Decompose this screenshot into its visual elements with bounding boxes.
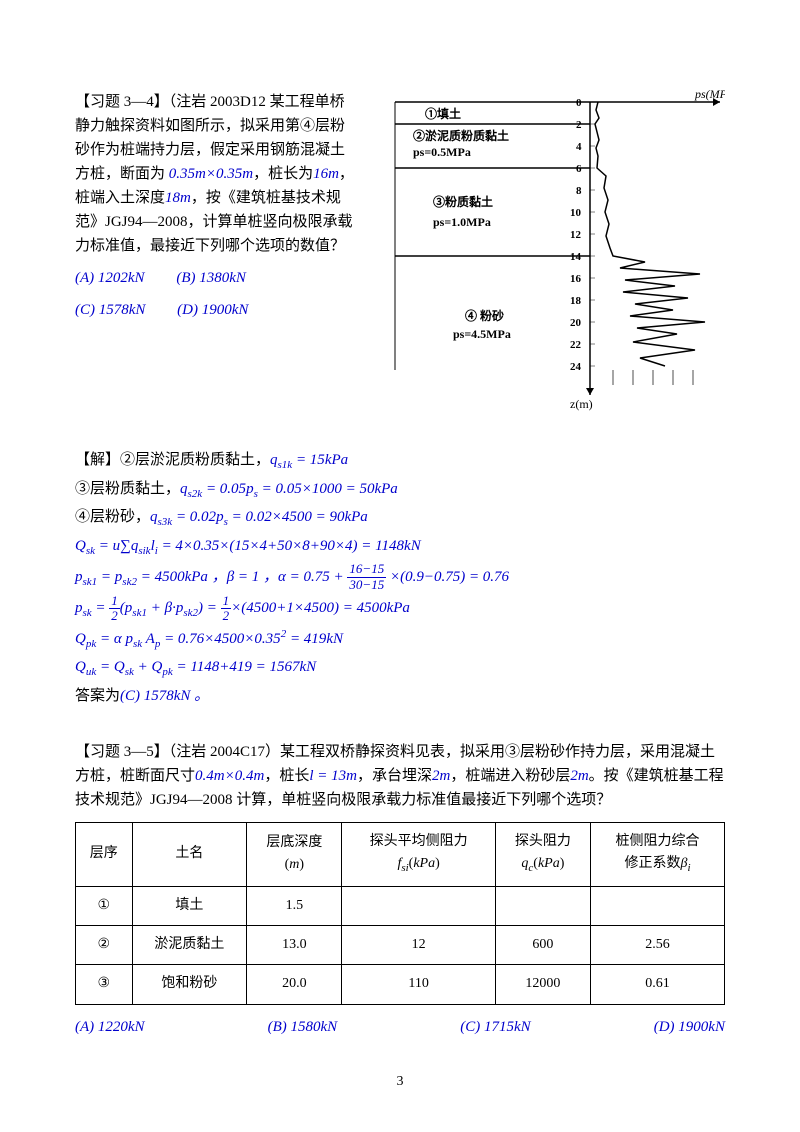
soil-diagram-svg: ps(MPa) z(m) 0 2 4 6 8 10 12 14 16 18 20: [365, 90, 725, 420]
opt-b: (B) 1380kN: [176, 270, 246, 286]
svg-text:16: 16: [570, 273, 582, 285]
svg-text:②淤泥质粉质黏土: ②淤泥质粉质黏土: [413, 128, 509, 143]
diagram: ps(MPa) z(m) 0 2 4 6 8 10 12 14 16 18 20: [365, 90, 725, 420]
solution-3-4: 【解】②层淤泥质粉质黏土，qs1k = 15kPa ③层粉质黏土，qs2k = …: [75, 448, 725, 708]
problem-text: 【习题 3—4】（注岩 2003D12 某工程单桥静力触探资料如图所示，拟采用第…: [75, 90, 355, 420]
svg-text:ps(MPa): ps(MPa): [694, 90, 725, 101]
svg-text:4: 4: [576, 141, 582, 153]
p35-len: l = 13m: [309, 768, 357, 784]
problem-3-4: 【习题 3—4】（注岩 2003D12 某工程单桥静力触探资料如图所示，拟采用第…: [75, 90, 725, 708]
sol-f6: psk = 12(psk1 + β·psk2) = 12×(4500+1×450…: [75, 600, 410, 616]
svg-text:z(m): z(m): [570, 397, 593, 411]
options-row1: (A) 1202kN (B) 1380kN: [75, 266, 355, 290]
opt-c: (C) 1715kN: [460, 1015, 530, 1039]
p35-dim: 0.4m×0.4m: [195, 768, 264, 784]
t2: ，桩长为: [253, 166, 313, 182]
options-row2: (C) 1578kN (D) 1900kN: [75, 298, 355, 322]
svg-text:10: 10: [570, 207, 582, 219]
sol-f1: qs1k = 15kPa: [270, 452, 348, 468]
svg-text:14: 14: [570, 251, 582, 263]
svg-text:①填土: ①填土: [425, 106, 461, 121]
p35-sand: 2m: [570, 768, 588, 784]
length: 16m: [313, 166, 339, 182]
opt-a: (A) 1202kN: [75, 270, 145, 286]
th-5: 探头阻力qc(kPa): [495, 822, 590, 886]
table-header-row: 层序 土名 层底深度(m) 探头平均侧阻力fsi(kPa) 探头阻力qc(kPa…: [76, 822, 725, 886]
sol-f5: psk1 = psk2 = 4500kPa ，β = 1 ，α = 0.75 +…: [75, 569, 509, 585]
svg-text:ps=4.5MPa: ps=4.5MPa: [453, 327, 511, 341]
sol-l3: ④层粉砂，: [75, 509, 150, 525]
dimension: 0.35m×0.35m: [169, 166, 253, 182]
svg-text:22: 22: [570, 339, 582, 351]
sol-f8: Quk = Qsk + Qpk = 1148+419 = 1567kN: [75, 659, 316, 675]
svg-text:24: 24: [570, 361, 582, 373]
problem-text-35: 【习题 3—5】（注岩 2004C17）某工程双桥静探资料见表，拟采用③层粉砂作…: [75, 740, 725, 812]
svg-text:12: 12: [570, 229, 582, 241]
opt-a: (A) 1220kN: [75, 1015, 145, 1039]
p35-t4: ，桩端进入粉砂层: [450, 768, 570, 784]
table-row: ③ 饱和粉砂 20.0 110 12000 0.61: [76, 965, 725, 1004]
sol-l1: 【解】②层淤泥质粉质黏土，: [75, 452, 270, 468]
opt-b: (B) 1580kN: [268, 1015, 338, 1039]
svg-text:18: 18: [570, 295, 582, 307]
svg-text:③粉质黏土: ③粉质黏土: [433, 194, 493, 209]
p35-t2: ，桩长: [264, 768, 309, 784]
svg-text:0: 0: [576, 97, 582, 109]
table-body: ① 填土 1.5 ② 淤泥质黏土 13.0 12 600 2.56 ③ 饱和粉砂…: [76, 886, 725, 1004]
svg-text:ps=0.5MPa: ps=0.5MPa: [413, 145, 471, 159]
table-row: ② 淤泥质黏土 13.0 12 600 2.56: [76, 925, 725, 964]
svg-text:④ 粉砂: ④ 粉砂: [465, 308, 504, 323]
p35-embed: 2m: [432, 768, 450, 784]
opt-c: (C) 1578kN: [75, 302, 145, 318]
table-row: ① 填土 1.5: [76, 886, 725, 925]
depth: 18m: [165, 190, 191, 206]
page-number: 3: [75, 1071, 725, 1093]
answer-opt: (C) 1578kN 。: [120, 688, 209, 704]
p35-t3: ，承台埋深: [357, 768, 432, 784]
opt-d: (D) 1900kN: [177, 302, 248, 318]
problem-3-5: 【习题 3—5】（注岩 2004C17）某工程双桥静探资料见表，拟采用③层粉砂作…: [75, 740, 725, 1039]
svg-text:20: 20: [570, 317, 582, 329]
svg-text:6: 6: [576, 163, 582, 175]
soil-table: 层序 土名 层底深度(m) 探头平均侧阻力fsi(kPa) 探头阻力qc(kPa…: [75, 822, 725, 1005]
answer-label: 答案为: [75, 688, 120, 704]
sol-l2: ③层粉质黏土，: [75, 481, 180, 497]
th-4: 探头平均侧阻力fsi(kPa): [342, 822, 495, 886]
th-2: 土名: [132, 822, 247, 886]
svg-text:2: 2: [576, 119, 582, 131]
options-35: (A) 1220kN (B) 1580kN (C) 1715kN (D) 190…: [75, 1015, 725, 1039]
problem-header: 【习题 3—4】（注岩 2003D12 某工程单桥静力触探资料如图所示，拟采用第…: [75, 90, 725, 420]
th-3: 层底深度(m): [247, 822, 342, 886]
sol-f3: qs3k = 0.02ps = 0.02×4500 = 90kPa: [150, 509, 368, 525]
sol-f2: qs2k = 0.05ps = 0.05×1000 = 50kPa: [180, 481, 398, 497]
svg-text:ps=1.0MPa: ps=1.0MPa: [433, 215, 491, 229]
sol-f4: Qsk = u∑qsikli = 4×0.35×(15×4+50×8+90×4)…: [75, 538, 421, 554]
opt-d: (D) 1900kN: [654, 1015, 725, 1039]
svg-text:8: 8: [576, 185, 582, 197]
th-1: 层序: [76, 822, 133, 886]
th-6: 桩侧阻力综合修正系数βi: [591, 822, 725, 886]
